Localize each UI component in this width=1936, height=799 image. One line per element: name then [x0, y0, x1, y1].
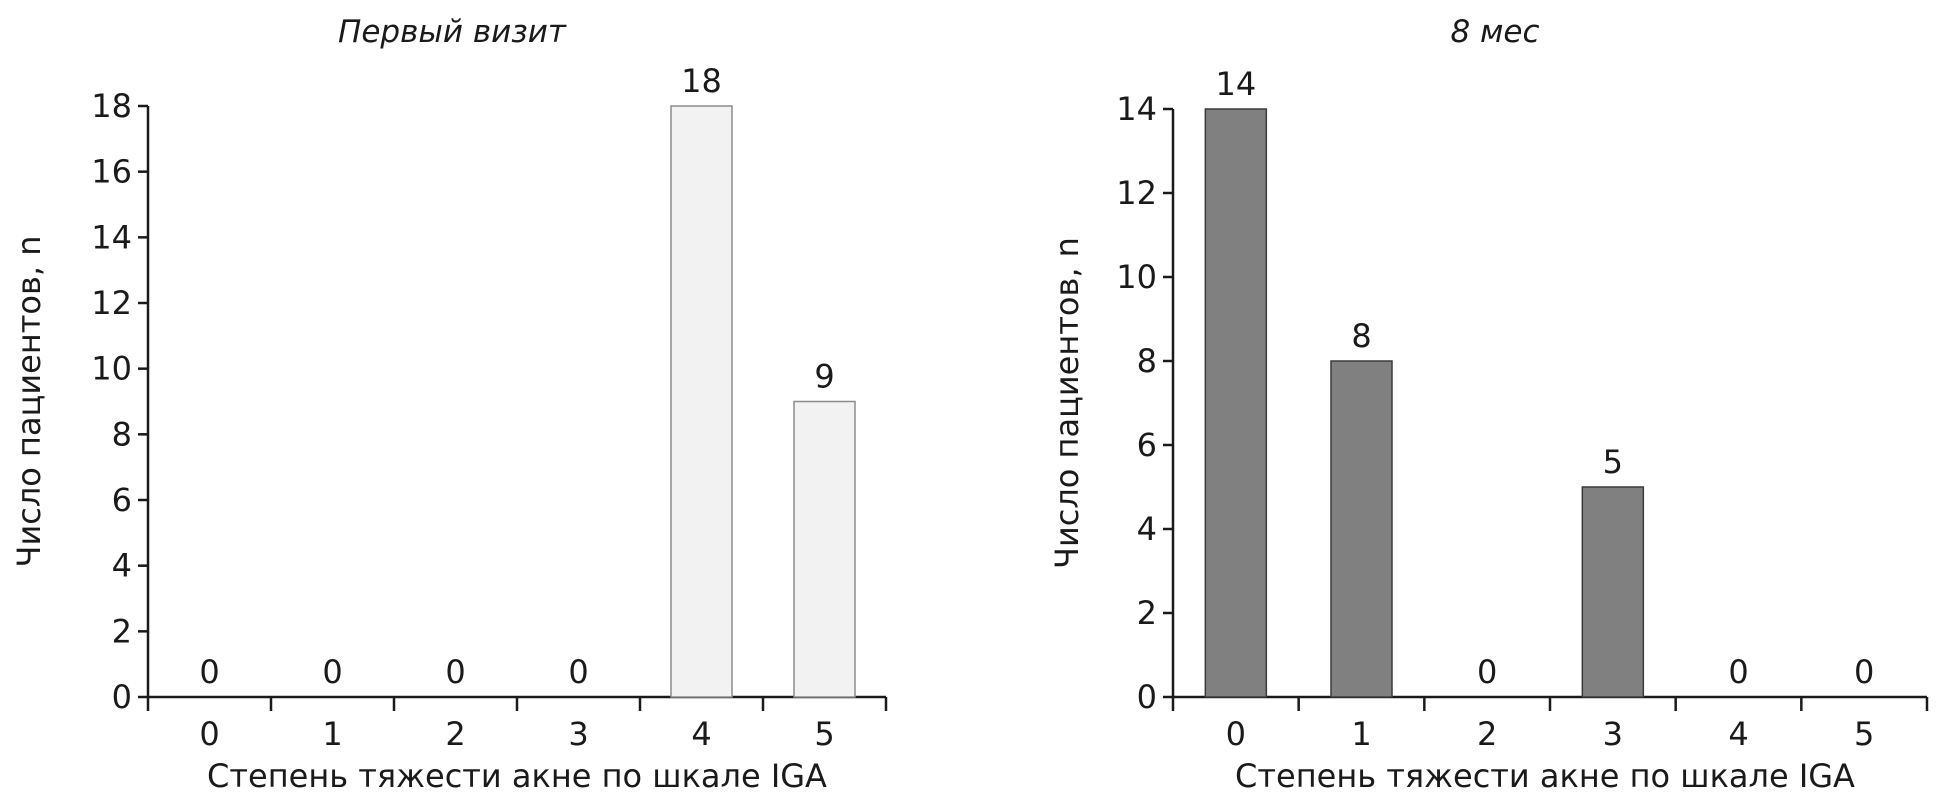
y-tick-label: 0 — [1137, 678, 1157, 716]
x-tick-label-4: 4 — [691, 715, 711, 753]
x-tick-label-0: 0 — [1226, 715, 1246, 753]
x-tick-label-2: 2 — [1477, 715, 1497, 753]
x-tick-label-3: 3 — [1603, 715, 1623, 753]
data-label-2: 0 — [445, 653, 465, 691]
y-tick-label: 6 — [1137, 426, 1157, 464]
data-label-5: 9 — [814, 358, 834, 396]
bar-5 — [793, 400, 856, 698]
y-tick-label: 12 — [1116, 174, 1157, 212]
bar-4 — [670, 105, 733, 698]
x-tick-label-4: 4 — [1728, 715, 1748, 753]
data-label-2: 0 — [1477, 653, 1497, 691]
y-tick-label: 6 — [112, 481, 132, 519]
y-tick-label: 2 — [1137, 594, 1157, 632]
data-label-0: 0 — [199, 653, 219, 691]
y-tick-label: 12 — [91, 284, 132, 322]
y-tick-label: 10 — [91, 350, 132, 388]
bar-3 — [1581, 486, 1645, 698]
y-axis-label: Число пациентов, n — [1048, 237, 1086, 569]
data-label-4: 18 — [681, 62, 722, 100]
y-tick-label: 10 — [1116, 258, 1157, 296]
chart-title-first-visit: Первый визит — [338, 14, 567, 50]
y-tick-label: 4 — [112, 547, 132, 585]
chart-first-visit: Первый визит0246810121416180001020318495… — [10, 14, 888, 795]
y-tick-label: 18 — [91, 87, 132, 125]
bar-1 — [1330, 360, 1393, 698]
data-label-0: 14 — [1215, 65, 1256, 103]
y-tick-label: 0 — [112, 678, 132, 716]
y-tick-label: 16 — [91, 153, 132, 191]
x-tick-label-1: 1 — [322, 715, 342, 753]
data-label-1: 8 — [1351, 317, 1371, 355]
chart-title-8-months: 8 мес — [1450, 14, 1539, 50]
y-tick-label: 14 — [91, 218, 132, 256]
data-label-1: 0 — [322, 653, 342, 691]
data-label-4: 0 — [1728, 653, 1748, 691]
y-tick-label: 14 — [1116, 90, 1157, 128]
y-tick-label: 4 — [1137, 510, 1157, 548]
x-axis-label: Степень тяжести акне по шкале IGA — [1235, 757, 1855, 795]
data-label-3: 5 — [1603, 443, 1623, 481]
y-axis-label: Число пациентов, n — [10, 236, 48, 568]
y-tick-label: 8 — [1137, 342, 1157, 380]
x-axis-label: Степень тяжести акне по шкале IGA — [207, 757, 827, 795]
data-label-3: 0 — [568, 653, 588, 691]
x-tick-label-0: 0 — [199, 715, 219, 753]
x-tick-label-5: 5 — [1854, 715, 1874, 753]
y-tick-label: 8 — [112, 415, 132, 453]
data-label-5: 0 — [1854, 653, 1874, 691]
x-tick-label-2: 2 — [445, 715, 465, 753]
bar-0 — [1204, 108, 1268, 698]
x-tick-label-1: 1 — [1351, 715, 1371, 753]
x-tick-label-5: 5 — [814, 715, 834, 753]
y-tick-label: 2 — [112, 612, 132, 650]
x-tick-label-3: 3 — [568, 715, 588, 753]
